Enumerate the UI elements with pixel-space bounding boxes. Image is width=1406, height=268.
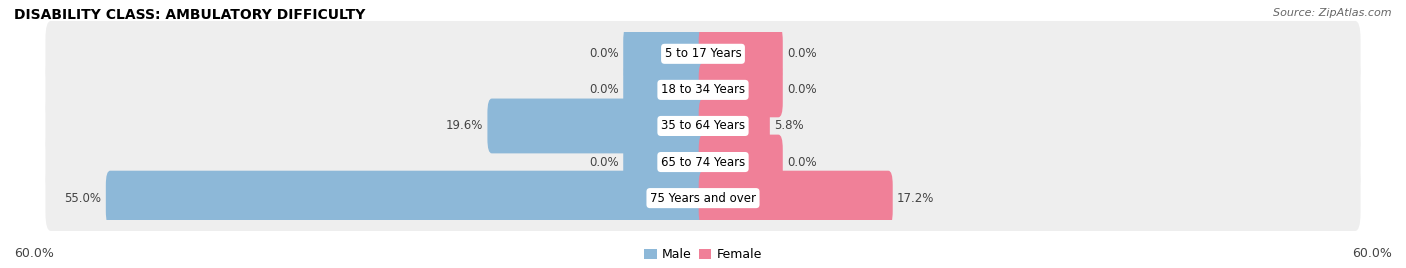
Text: 0.0%: 0.0%: [787, 83, 817, 96]
FancyBboxPatch shape: [699, 171, 893, 226]
FancyBboxPatch shape: [45, 129, 1361, 195]
Text: 0.0%: 0.0%: [787, 47, 817, 60]
Text: 0.0%: 0.0%: [589, 155, 619, 169]
Legend: Male, Female: Male, Female: [640, 243, 766, 266]
Text: 60.0%: 60.0%: [14, 247, 53, 260]
Text: 0.0%: 0.0%: [787, 155, 817, 169]
FancyBboxPatch shape: [699, 99, 770, 153]
Text: 18 to 34 Years: 18 to 34 Years: [661, 83, 745, 96]
Text: 75 Years and over: 75 Years and over: [650, 192, 756, 204]
FancyBboxPatch shape: [623, 26, 707, 81]
FancyBboxPatch shape: [45, 93, 1361, 159]
Text: 5 to 17 Years: 5 to 17 Years: [665, 47, 741, 60]
FancyBboxPatch shape: [45, 57, 1361, 123]
Text: DISABILITY CLASS: AMBULATORY DIFFICULTY: DISABILITY CLASS: AMBULATORY DIFFICULTY: [14, 8, 366, 22]
Text: 60.0%: 60.0%: [1353, 247, 1392, 260]
FancyBboxPatch shape: [105, 171, 707, 226]
Text: Source: ZipAtlas.com: Source: ZipAtlas.com: [1274, 8, 1392, 18]
Text: 5.8%: 5.8%: [775, 120, 804, 132]
Text: 35 to 64 Years: 35 to 64 Years: [661, 120, 745, 132]
FancyBboxPatch shape: [45, 165, 1361, 231]
FancyBboxPatch shape: [699, 26, 783, 81]
Text: 0.0%: 0.0%: [589, 83, 619, 96]
Text: 17.2%: 17.2%: [897, 192, 935, 204]
FancyBboxPatch shape: [45, 21, 1361, 87]
FancyBboxPatch shape: [699, 62, 783, 117]
FancyBboxPatch shape: [699, 135, 783, 189]
FancyBboxPatch shape: [488, 99, 707, 153]
Text: 0.0%: 0.0%: [589, 47, 619, 60]
FancyBboxPatch shape: [623, 135, 707, 189]
FancyBboxPatch shape: [623, 62, 707, 117]
Text: 19.6%: 19.6%: [446, 120, 484, 132]
Text: 55.0%: 55.0%: [65, 192, 101, 204]
Text: 65 to 74 Years: 65 to 74 Years: [661, 155, 745, 169]
